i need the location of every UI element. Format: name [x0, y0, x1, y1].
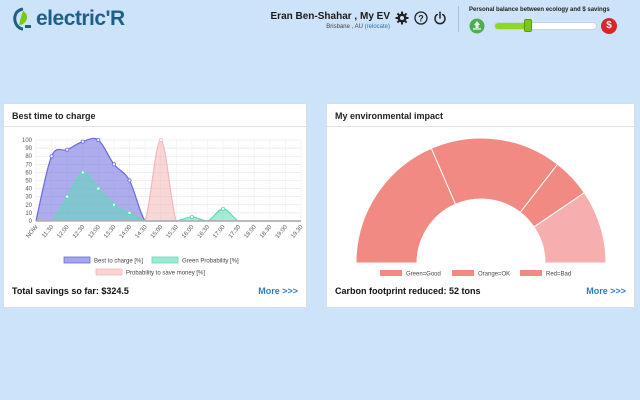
data-point: [111, 162, 116, 167]
legend-label: Orange=OK: [478, 272, 510, 278]
carbon-footprint: Carbon footprint reduced: 52 tons: [335, 286, 481, 296]
legend-swatch: [380, 270, 402, 276]
y-tick-label: 30: [25, 195, 32, 201]
logo-text: electric'R: [36, 7, 125, 30]
user-name: Eran Ben-Shahar , My EV: [270, 11, 390, 22]
data-point: [65, 194, 70, 199]
balance-slider-fill: [495, 23, 529, 29]
x-tick-label: 12:00: [56, 224, 71, 240]
legend-swatch: [452, 270, 474, 276]
balance-slider-track[interactable]: [494, 22, 597, 30]
logo[interactable]: electric'R: [12, 6, 125, 32]
legend-swatch: [151, 256, 179, 264]
header-divider: [458, 6, 459, 32]
series-area-1: [36, 172, 301, 221]
x-tick-label: 15:00: [150, 224, 165, 240]
x-tick-label: 13:30: [103, 224, 118, 240]
data-point: [189, 214, 194, 219]
legend-label: Probability to save money [%]: [126, 271, 205, 277]
x-tick-label: 17:00: [212, 224, 227, 240]
user-location: Brisbane , AU (relocate): [256, 24, 390, 30]
balance-title: Personal balance between ecology and $ s…: [469, 7, 610, 13]
data-point: [65, 147, 70, 152]
x-tick-label: 18:30: [259, 224, 274, 240]
x-tick-label: 14:00: [119, 224, 134, 240]
user-info: Eran Ben-Shahar , My EV Brisbane , AU (r…: [256, 11, 390, 30]
x-tick-label: 19:00: [275, 224, 290, 240]
x-tick-label: 15:30: [166, 224, 181, 240]
x-tick-label: 14:30: [134, 224, 149, 240]
y-tick-label: 60: [25, 170, 32, 176]
legend-label: Green Probability [%]: [182, 259, 239, 265]
data-point: [127, 210, 132, 215]
x-tick-label: 16:30: [197, 224, 212, 240]
more-savings-link[interactable]: More >>>: [258, 286, 298, 296]
total-savings: Total savings so far: $324.5: [12, 286, 129, 296]
y-tick-label: 40: [25, 187, 32, 193]
svg-text:?: ?: [418, 13, 424, 23]
environment-chart: Green=Good Orange=OK Red=Bad: [355, 137, 607, 278]
more-impact-link[interactable]: More >>>: [586, 286, 626, 296]
recycle-icon: [469, 18, 485, 34]
dollar-icon: $: [601, 18, 617, 34]
power-icon[interactable]: [433, 11, 447, 25]
x-tick-label: 13:00: [88, 224, 103, 240]
legend-label: Red=Bad: [546, 272, 571, 278]
x-tick-label: 11:30: [41, 224, 55, 240]
x-tick-label: 12:30: [72, 224, 87, 240]
legend-label: Green=Good: [406, 272, 441, 278]
y-tick-label: 90: [25, 146, 32, 152]
x-tick-label: 17:30: [228, 224, 243, 240]
y-tick-label: 50: [25, 179, 32, 185]
y-tick-label: 0: [29, 219, 33, 225]
x-tick-label: 18:00: [244, 224, 259, 240]
data-point: [80, 170, 85, 175]
data-point: [96, 186, 101, 191]
data-point: [49, 154, 54, 159]
data-point: [127, 178, 132, 183]
gear-icon[interactable]: [395, 11, 409, 25]
x-tick-label: 19:30: [290, 224, 305, 240]
relocate-link[interactable]: (relocate): [364, 24, 390, 30]
legend-label: Best to charge [%]: [94, 259, 143, 265]
legend-swatch: [520, 270, 542, 276]
y-tick-label: 80: [25, 154, 32, 160]
best-time-card: Best time to charge 0 10 20 30 40 50 60 70 80 90 1…: [3, 103, 307, 308]
y-tick-label: 10: [25, 211, 32, 217]
y-tick-label: 70: [25, 162, 32, 168]
data-point: [111, 202, 116, 207]
best-time-chart: 0 10 20 30 40 50 60 70 80 90 100 NOW 11:30 12:00 12:30…: [22, 137, 305, 277]
best-time-title: Best time to charge: [4, 104, 306, 127]
legend-swatch: [95, 268, 123, 276]
x-tick-label: NOW: [26, 224, 40, 239]
balance-slider-thumb[interactable]: [523, 19, 532, 32]
data-point: [96, 138, 101, 143]
help-icon[interactable]: ?: [414, 11, 428, 25]
location-text: Brisbane , AU: [326, 24, 363, 30]
data-point: [80, 139, 85, 144]
data-point: [221, 206, 226, 211]
legend-swatch: [63, 256, 91, 264]
y-tick-label: 20: [25, 203, 32, 209]
x-tick-label: 16:00: [181, 224, 196, 240]
environment-card: My environmental impact Green=Good Orange…: [326, 103, 635, 308]
environment-title: My environmental impact: [327, 104, 634, 127]
plug-leaf-icon: [13, 7, 31, 31]
data-point: [158, 138, 163, 143]
series-area-2: [36, 140, 301, 221]
gauge-slice-3: [533, 192, 607, 264]
y-tick-label: 100: [22, 138, 33, 144]
